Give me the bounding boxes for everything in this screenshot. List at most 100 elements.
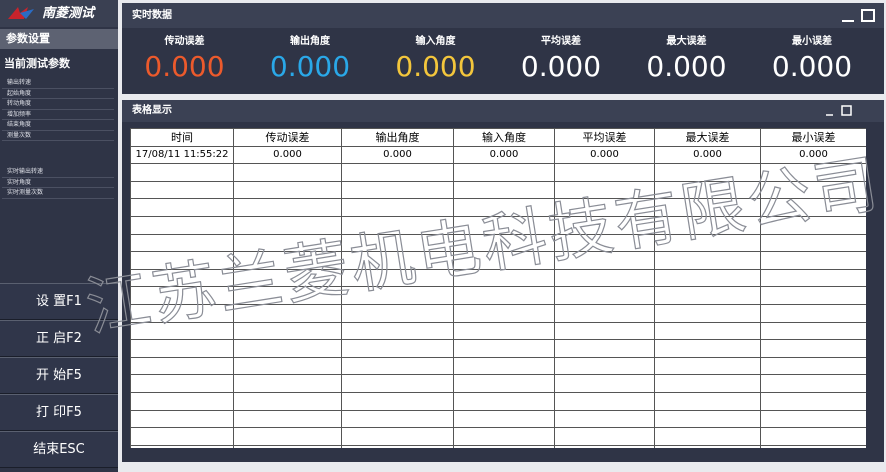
empty-cell [233,409,342,429]
empty-cell [554,286,655,305]
empty-row [130,374,866,393]
empty-cell [760,321,866,341]
empty-cell [554,163,655,182]
button[interactable]: 正 启F2 [0,320,118,357]
empty-cell [554,409,655,429]
empty-cell [233,321,342,341]
column-header: 最大误差 [654,128,761,147]
empty-row [130,180,866,200]
empty-cell [233,339,342,358]
empty-cell [130,374,234,393]
empty-cell [760,268,866,288]
window-controls[interactable] [824,105,858,117]
metric: 输出角度 0.000 [248,33,373,83]
empty-cell [554,233,655,253]
empty-cell [233,303,342,323]
metric-value: 0.000 [395,50,476,83]
panel-title: 实时数据 [122,3,884,28]
metric-value: 0.000 [646,50,727,83]
empty-cell [554,444,655,448]
button[interactable]: 开 始F5 [0,357,118,394]
empty-cell [233,374,342,393]
button[interactable]: 结束ESC [0,431,118,468]
metric-label: 输出角度 [290,36,330,47]
empty-cell [453,286,555,305]
empty-cell [554,356,655,376]
header-row: 时间 传动误差 输出角度 输入角度 平均误差 最大误差 最小误差 [130,128,866,147]
table-cell: 0.000 [341,145,454,165]
empty-cell [341,339,454,358]
empty-cell [453,356,555,376]
empty-cell [233,286,342,305]
param-item: 转动角度 [2,99,114,110]
empty-cell [341,215,454,235]
empty-cell [130,251,234,270]
empty-cell [130,427,234,446]
metric-label: 平均误差 [541,36,581,47]
empty-row [130,251,866,270]
data-table: 时间 传动误差 输出角度 输入角度 平均误差 最大误差 最小误差 17/08/11 11:55… [130,128,866,448]
table-cell: 0.000 [760,145,866,165]
param-list: 输出转速 起始角度 转动角度 增加频率 结束角度 测量次数 [2,78,114,141]
empty-cell [233,163,342,182]
empty-cell [130,391,234,411]
menu-title[interactable]: 参数设置 [0,29,118,49]
param-item: 输出转速 [2,78,114,89]
empty-cell [233,444,342,448]
metric-label: 输入角度 [415,36,456,47]
button[interactable]: 设 置F1 [0,283,118,320]
empty-cell [654,286,761,305]
logo-icon [8,7,34,19]
empty-cell [341,444,454,448]
empty-row [130,391,866,411]
empty-cell [760,356,866,376]
column-header: 最小误差 [760,128,866,147]
metric-value: 0.000 [269,50,351,83]
metric-label: 传动误差 [164,36,205,47]
empty-cell [760,339,866,358]
metric-value: 0.000 [771,50,853,83]
empty-cell [341,427,454,446]
empty-row [130,233,866,253]
button[interactable]: 打 印F5 [0,394,118,431]
empty-cell [341,233,454,253]
empty-cell [654,444,761,448]
empty-cell [130,198,234,217]
empty-cell [233,198,342,217]
metric: 平均误差 0.000 [499,33,624,83]
realtime-param-list: 实时输出转速 实时角度 实时测量次数 [2,167,114,199]
empty-cell [453,163,555,182]
realtime-panel: 实时数据 传动误差 0.000 输出角度 0.000 输入角度 0.000 平均误差 0.00… [122,3,884,94]
empty-cell [453,444,555,448]
empty-cell [654,163,761,182]
empty-cell [554,391,655,411]
empty-cell [554,268,655,288]
metric-label: 最大误差 [666,36,707,47]
empty-cell [130,233,234,253]
empty-cell [654,251,761,270]
table-cell: 0.000 [233,145,342,165]
empty-cell [554,303,655,323]
empty-cell [453,391,555,411]
empty-cell [453,198,555,217]
empty-cell [453,303,555,323]
empty-cell [130,215,234,235]
empty-cell [654,233,761,253]
column-header: 传动误差 [233,128,342,147]
empty-cell [760,444,866,448]
empty-cell [760,427,866,446]
empty-cell [233,215,342,235]
empty-cell [654,356,761,376]
empty-row [130,286,866,305]
empty-cell [341,286,454,305]
empty-cell [760,374,866,393]
empty-cell [130,409,234,429]
empty-cell [654,268,761,288]
empty-cell [453,339,555,358]
empty-cell [130,339,234,358]
empty-cell [341,163,454,182]
empty-cell [233,391,342,411]
empty-cell [654,180,761,200]
window-controls[interactable] [840,9,880,23]
param-item: 增加频率 [2,110,114,120]
